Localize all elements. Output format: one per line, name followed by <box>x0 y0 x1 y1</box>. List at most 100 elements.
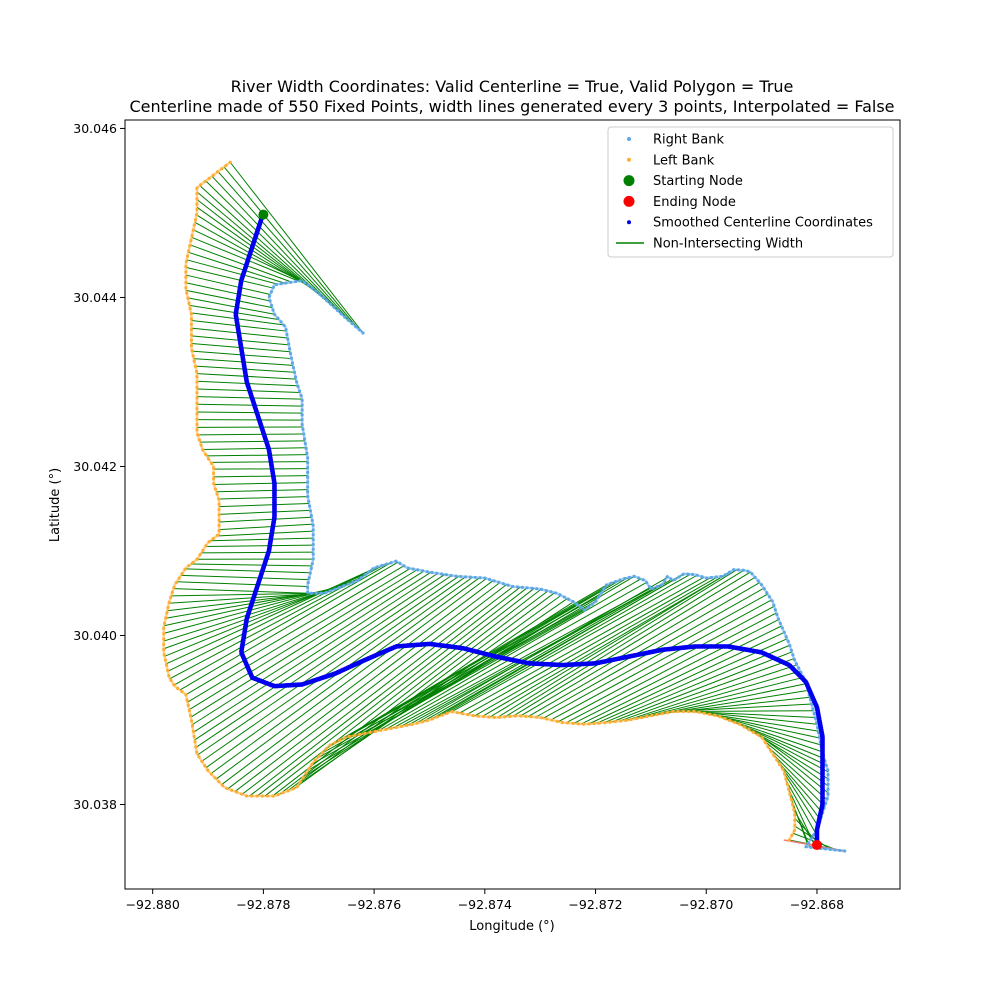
right-bank-point <box>759 583 764 587</box>
chart-title: River Width Coordinates: Valid Centerlin… <box>231 77 794 96</box>
left-bank-point <box>195 406 199 411</box>
x-tick-label: −92.874 <box>458 897 512 912</box>
y-tick-label: 30.046 <box>73 121 117 136</box>
right-bank-point <box>303 441 307 446</box>
right-bank-point <box>336 308 340 313</box>
right-bank-point <box>662 579 667 583</box>
right-bank-point <box>271 285 275 289</box>
right-bank-point <box>302 437 307 441</box>
left-bank-point <box>187 564 191 568</box>
left-bank-point <box>639 715 644 720</box>
left-bank-point <box>184 270 188 274</box>
width-line <box>229 161 364 334</box>
width-line <box>179 561 399 691</box>
width-line <box>191 236 299 282</box>
width-line <box>201 576 466 762</box>
right-bank-point <box>535 587 539 591</box>
left-bank-point <box>751 730 756 734</box>
legend-marker-right_bank <box>627 137 631 141</box>
width-line <box>185 568 311 574</box>
left-bank-point <box>384 727 388 731</box>
width-line <box>415 577 667 724</box>
legend-label-end: Ending Node <box>653 195 736 210</box>
right-bank-point <box>268 299 272 303</box>
right-bank-point <box>618 578 622 582</box>
width-line <box>185 282 271 302</box>
left-bank-point <box>195 422 199 427</box>
left-bank-point <box>790 833 794 837</box>
right-bank-point <box>719 574 723 579</box>
right-bank-point <box>794 662 798 666</box>
left-bank-point <box>415 721 419 725</box>
right-bank-point <box>695 573 699 577</box>
left-bank-point <box>162 653 166 657</box>
left-bank-point <box>571 721 575 725</box>
left-bank-point <box>581 722 586 726</box>
left-bank-point <box>192 359 196 363</box>
right-bank-point <box>289 356 294 360</box>
left-bank-point <box>207 457 211 461</box>
left-bank-point <box>177 576 181 580</box>
width-line <box>219 523 313 531</box>
y-tick-label: 30.038 <box>73 797 117 812</box>
left-bank-point <box>195 557 199 561</box>
width-line <box>786 780 816 833</box>
width-line <box>249 586 521 797</box>
left-bank-point <box>389 726 393 730</box>
left-bank-point <box>185 254 190 258</box>
legend-label-centerline: Smoothed Centerline Coordinates <box>653 216 873 231</box>
right-bank-point <box>375 565 379 569</box>
right-bank-point <box>826 768 830 772</box>
width-line <box>626 664 798 721</box>
right-bank-point <box>525 586 529 590</box>
width-line <box>717 715 821 746</box>
right-bank-point <box>300 422 304 427</box>
left-bank-point <box>592 721 596 726</box>
x-tick-label: −92.878 <box>236 897 290 912</box>
left-bank-point <box>203 764 207 768</box>
right-bank-point <box>686 572 690 576</box>
right-bank-point <box>825 797 829 801</box>
right-bank-point <box>824 763 828 767</box>
right-bank-point <box>562 595 566 599</box>
left-bank-point <box>211 477 216 481</box>
left-bank-point <box>194 745 198 749</box>
right-bank-point <box>302 432 306 436</box>
left-bank-point <box>162 642 166 646</box>
right-bank-point <box>669 577 673 581</box>
left-bank-point <box>166 668 170 672</box>
width-line <box>202 447 307 450</box>
left-bank-point <box>576 722 580 726</box>
width-line <box>311 609 585 765</box>
left-bank-point <box>420 720 424 724</box>
left-bank-point <box>193 740 197 744</box>
left-bank-point <box>733 720 737 724</box>
left-bank-point <box>487 715 491 719</box>
right-bank-point <box>416 568 420 572</box>
right-bank-point <box>269 303 274 307</box>
right-bank-point <box>308 571 312 575</box>
left-bank-point <box>550 718 554 722</box>
left-bank-point <box>655 712 659 717</box>
right-bank-point <box>833 848 837 852</box>
width-line <box>780 766 821 820</box>
left-bank-point <box>707 712 712 716</box>
width-line <box>216 489 308 493</box>
width-line <box>213 468 308 470</box>
right-bank-point <box>293 279 298 284</box>
width-line <box>504 569 744 718</box>
right-bank-point <box>736 568 741 572</box>
left-bank-point <box>195 380 199 384</box>
right-bank-point <box>464 575 468 579</box>
width-line <box>400 586 657 727</box>
right-bank-point <box>530 586 534 590</box>
right-bank-point <box>826 787 830 791</box>
left-bank-point <box>184 264 188 269</box>
left-bank-point <box>170 590 174 594</box>
left-bank-point <box>793 818 797 822</box>
right-bank-point <box>346 582 351 586</box>
right-bank-point <box>311 537 315 542</box>
right-bank-point <box>306 461 310 465</box>
right-bank-point <box>398 561 402 565</box>
